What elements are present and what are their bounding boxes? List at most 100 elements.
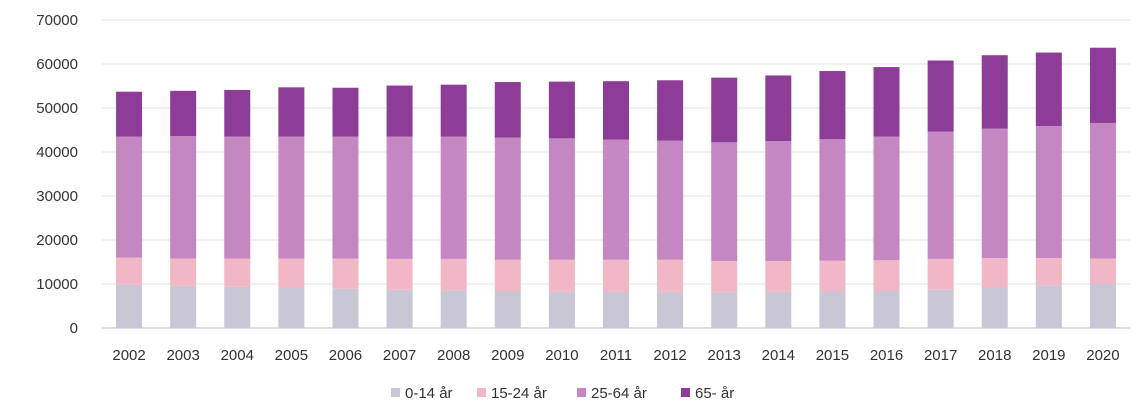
legend-label: 0-14 år — [405, 385, 453, 402]
bar-segment — [927, 258, 954, 290]
bar-segment — [548, 259, 575, 292]
bar-segment — [224, 286, 251, 328]
bar-segment — [548, 291, 575, 328]
bar-segment — [873, 136, 900, 261]
bar-segment — [332, 87, 359, 137]
bar-segment — [819, 291, 846, 328]
bar-segment — [386, 289, 413, 328]
y-tick-label: 30000 — [36, 188, 78, 205]
legend-swatch — [477, 388, 486, 397]
x-tick-label: 2004 — [221, 347, 254, 364]
bar-segment — [927, 60, 954, 132]
y-tick-label: 50000 — [36, 100, 78, 117]
legend-label: 25-64 år — [591, 385, 647, 402]
bar-segment — [1089, 122, 1116, 259]
bar-segment — [278, 136, 305, 259]
bar-segment — [494, 291, 521, 328]
bars — [116, 47, 1116, 328]
bar-segment — [765, 261, 792, 292]
bar-segment — [927, 289, 954, 328]
y-tick-label: 10000 — [36, 276, 78, 293]
bar-segment — [278, 87, 305, 137]
x-tick-label: 2019 — [1032, 347, 1065, 364]
bar-segment — [981, 287, 1008, 328]
bar-segment — [657, 140, 684, 260]
bar-segment — [494, 137, 521, 260]
x-tick-label: 2002 — [112, 347, 145, 364]
bar-segment — [1035, 126, 1062, 259]
bar-segment — [386, 258, 413, 290]
bar-segment — [278, 287, 305, 328]
x-tick-label: 2018 — [978, 347, 1011, 364]
bar-segment — [765, 291, 792, 328]
bar-segment — [440, 290, 467, 328]
bar-segment — [981, 128, 1008, 259]
x-tick-label: 2013 — [708, 347, 741, 364]
x-tick-label: 2015 — [816, 347, 849, 364]
bar-segment — [332, 288, 359, 328]
x-tick-label: 2014 — [762, 347, 795, 364]
legend-swatch — [681, 388, 690, 397]
bar-segment — [332, 258, 359, 289]
bar-segment — [278, 258, 305, 288]
x-tick-label: 2008 — [437, 347, 470, 364]
y-tick-label: 40000 — [36, 144, 78, 161]
bar-segment — [711, 142, 738, 262]
bar-segment — [440, 84, 467, 137]
bar-segment — [116, 136, 143, 258]
x-tick-label: 2012 — [653, 347, 686, 364]
bar-segment — [603, 81, 629, 140]
bar-segment — [1035, 52, 1062, 127]
y-tick-label: 0 — [70, 320, 78, 337]
bar-segment — [170, 136, 197, 259]
x-tick-label: 2010 — [545, 347, 578, 364]
bar-segment — [494, 82, 521, 138]
bar-segment — [548, 81, 575, 139]
x-tick-label: 2007 — [383, 347, 416, 364]
bar-segment — [386, 85, 413, 137]
bar-segment — [873, 67, 900, 137]
y-axis: 0 10000 20000 30000 40000 50000 60000 70000 — [36, 12, 78, 337]
bar-segment — [873, 260, 900, 292]
x-axis: 2002 2003 2004 2005 2006 2007 2008 2009 2010 2011… — [112, 347, 1119, 364]
bar-segment — [332, 136, 359, 259]
bar-segment — [1089, 284, 1116, 328]
bar-segment — [170, 285, 197, 328]
bar-segment — [440, 258, 467, 291]
bar-segment — [170, 258, 197, 286]
bar-segment — [1035, 285, 1062, 328]
bar-segment — [224, 136, 251, 259]
bar-segment — [603, 291, 629, 328]
bar-segment — [819, 71, 846, 140]
x-tick-label: 2009 — [491, 347, 524, 364]
bar-segment — [711, 292, 738, 328]
bar-segment — [927, 131, 954, 259]
bar-segment — [981, 258, 1008, 288]
bar-segment — [116, 284, 143, 328]
bar-segment — [170, 90, 197, 137]
bar-segment — [765, 141, 792, 262]
bar-segment — [711, 77, 738, 143]
bar-segment — [116, 257, 143, 285]
bar-segment — [1035, 258, 1062, 286]
bar-segment — [386, 136, 413, 259]
bar-segment — [657, 291, 684, 328]
bar-segment — [873, 291, 900, 328]
x-tick-label: 2016 — [870, 347, 903, 364]
bar-segment — [603, 139, 629, 260]
bar-segment — [765, 75, 792, 141]
x-tick-label: 2017 — [924, 347, 957, 364]
legend-label: 15-24 år — [491, 385, 547, 402]
bar-segment — [224, 258, 251, 287]
y-tick-label: 20000 — [36, 232, 78, 249]
bar-segment — [657, 259, 684, 292]
legend-label: 65- år — [695, 385, 734, 402]
bar-segment — [1089, 258, 1116, 284]
y-tick-label: 70000 — [36, 12, 78, 29]
bar-segment — [440, 136, 467, 259]
bar-segment — [603, 259, 629, 292]
bar-segment — [981, 55, 1008, 129]
x-tick-label: 2020 — [1086, 347, 1119, 364]
bar-segment — [1089, 47, 1116, 123]
